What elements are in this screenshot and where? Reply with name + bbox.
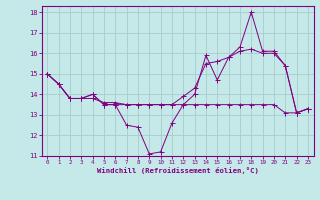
X-axis label: Windchill (Refroidissement éolien,°C): Windchill (Refroidissement éolien,°C) bbox=[97, 167, 259, 174]
